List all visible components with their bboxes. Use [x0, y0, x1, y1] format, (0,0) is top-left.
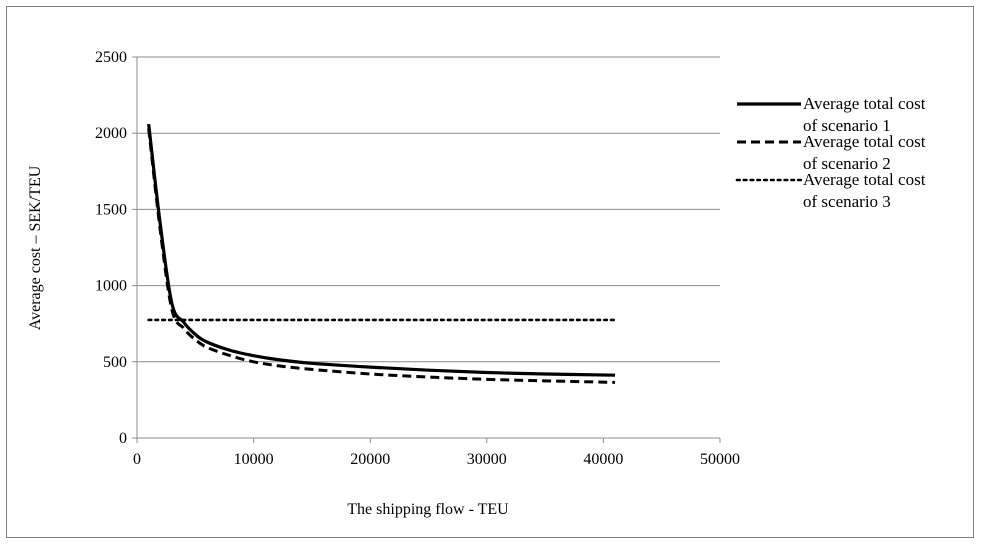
series-lines — [147, 123, 617, 384]
series-line-1 — [147, 123, 616, 377]
legend-entry-2: Average total cost of scenario 2 — [737, 132, 926, 173]
x-axis-title: The shipping flow - TEU — [347, 501, 509, 518]
y-tick-label: 0 — [119, 430, 127, 447]
x-tick-label: 10000 — [234, 451, 274, 468]
y-tick-label: 1500 — [95, 201, 127, 218]
y-tick-label: 2500 — [95, 49, 127, 66]
legend-label: Average total cost of scenario 1 — [803, 94, 926, 135]
x-tick-label: 30000 — [467, 451, 507, 468]
legend-label: Average total cost of scenario 3 — [803, 170, 926, 211]
y-tick-label: 1000 — [95, 278, 127, 295]
y-tick-label: 500 — [103, 354, 127, 371]
legend-entry-3: Average total cost of scenario 3 — [735, 170, 926, 211]
tick-labels: 0 500 1000 1500 2000 2500 0 10000 20000 30000 4000… — [95, 49, 740, 468]
gridlines — [137, 56, 720, 363]
x-tick-label: 20000 — [350, 451, 390, 468]
x-tick-label: 0 — [133, 451, 141, 468]
axes — [132, 56, 721, 443]
series-line-2 — [147, 128, 616, 384]
y-tick-label: 2000 — [95, 125, 127, 142]
legend-entry-1: Average total cost of scenario 1 — [737, 94, 926, 135]
y-axis-title: Average cost – SEK/TEU — [27, 165, 44, 330]
x-tick-label: 50000 — [700, 451, 740, 468]
legend-label: Average total cost of scenario 2 — [803, 132, 926, 173]
x-tick-label: 40000 — [583, 451, 623, 468]
